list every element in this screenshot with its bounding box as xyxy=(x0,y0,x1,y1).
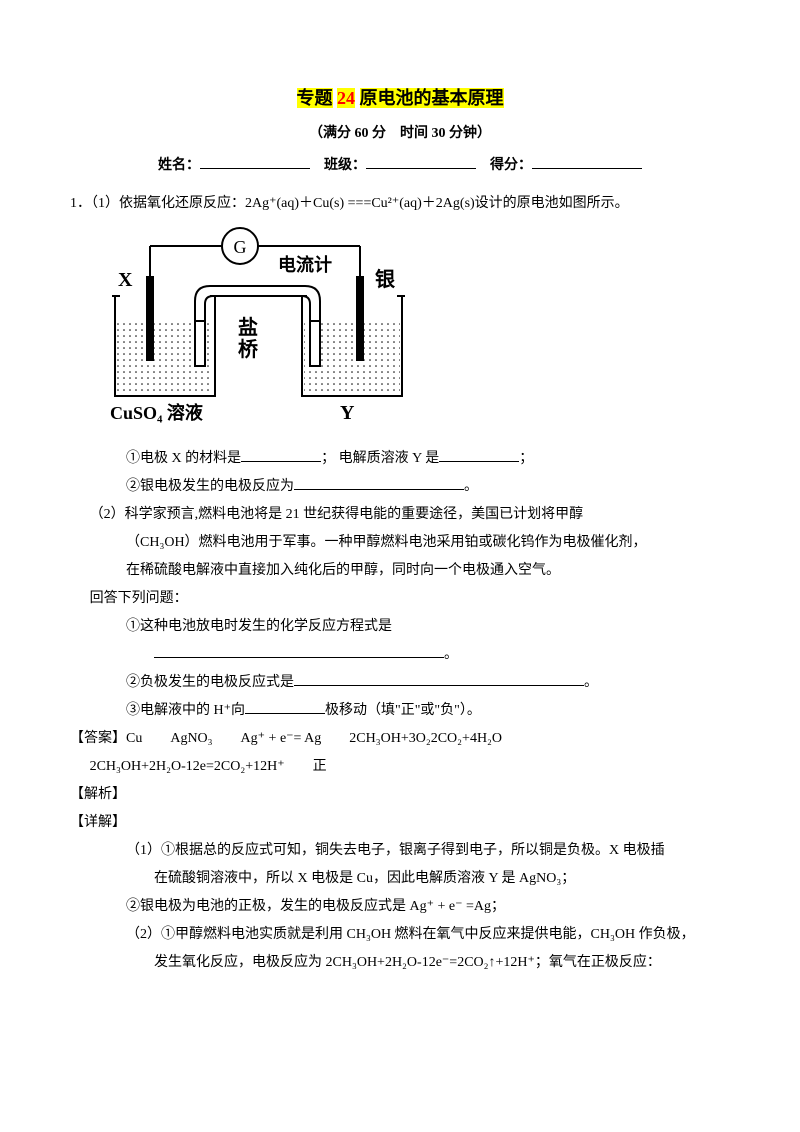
svg-text:桥: 桥 xyxy=(238,338,259,361)
name-blank xyxy=(200,154,310,169)
q1-sub1c: ； xyxy=(519,451,533,466)
title-hl1: 专题 xyxy=(297,88,333,108)
q2-1: ①这种电池放电时发生的化学反应方程式是 xyxy=(70,613,730,641)
q1-sub2b: 。 xyxy=(464,479,478,494)
blank xyxy=(245,699,325,714)
q2-3b: 极移动（填"正"或"负"）。 xyxy=(325,703,481,718)
detail-2: ②银电极为电池的正极，发生的电极反应式是 Ag⁺ + e⁻ =Ag； xyxy=(70,893,730,921)
bridge-label: 盐 xyxy=(238,316,258,339)
score-label: 得分： xyxy=(490,158,532,173)
answer-text2: 2CH₃OH+2H₂O-12e=2CO₂+12H⁺ 正 xyxy=(70,753,730,781)
q1-part2b: （CH₃OH）燃料电池用于军事。一种甲醇燃料电池采用铂或碳化钨作为电极催化剂， xyxy=(70,529,730,557)
subtitle: （满分 60 分 时间 30 分钟） xyxy=(70,120,730,148)
analysis-label: 【解析】 xyxy=(70,781,730,809)
class-label: 班级： xyxy=(324,158,366,173)
detail-label: 【详解】 xyxy=(70,809,730,837)
blank xyxy=(294,671,584,686)
cuso4-label: CuSO₄ 溶液 xyxy=(110,402,204,423)
q1-stem: 1．（1）依据氧化还原反应：2Ag⁺(aq)＋Cu(s) ===Cu²⁺(aq)… xyxy=(70,190,730,218)
q2-2b: 。 xyxy=(584,675,598,690)
q1-sub1b: ； 电解质溶液 Y 是 xyxy=(321,451,439,466)
blank xyxy=(241,447,321,462)
x-label: X xyxy=(118,269,133,291)
detail-3b: 发生氧化反应，电极反应为 2CH₃OH+2H₂O-12e⁻=2CO₂↑+12H⁺… xyxy=(70,949,730,977)
title-num: 24 xyxy=(337,88,355,108)
detail-1b: 在硫酸铜溶液中，所以 X 电极是 Cu，因此电解质溶液 Y 是 AgNO₃； xyxy=(70,865,730,893)
score-blank xyxy=(532,154,642,169)
answer-questions-label: 回答下列问题： xyxy=(70,585,730,613)
answer-block: 【答案】Cu AgNO₃ Ag⁺ + e⁻= Ag 2CH₃OH+3O₂2CO₂… xyxy=(70,725,730,753)
ammeter-label: 电流计 xyxy=(278,254,332,275)
student-info-row: 姓名： 班级： 得分： xyxy=(70,152,730,180)
q1-sub1a: ①电极 X 的材料是 xyxy=(126,451,241,466)
q1-sub2a: ②银电极发生的电极反应为 xyxy=(126,479,294,494)
meter-label: G xyxy=(234,237,247,257)
name-label: 姓名： xyxy=(158,158,200,173)
blank xyxy=(294,475,464,490)
circuit-diagram: G 电流计 X 银 盐 xyxy=(110,226,730,437)
detail-3: （2）①甲醇燃料电池实质就是利用 CH₃OH 燃料在氧气中反应来提供电能，CH₃… xyxy=(70,921,730,949)
q2-1-blank: 。 xyxy=(70,641,730,669)
answer-text1: Cu AgNO₃ Ag⁺ + e⁻= Ag 2CH₃OH+3O₂2CO₂+4H₂… xyxy=(126,731,502,746)
q2-3a: ③电解液中的 H⁺向 xyxy=(126,703,245,718)
page-title: 专题 24 原电池的基本原理 xyxy=(70,80,730,116)
q2-2a: ②负极发生的电极反应式是 xyxy=(126,675,294,690)
q1-part2: （2）科学家预言,燃料电池将是 21 世纪获得电能的重要途径，美国已计划将甲醇 xyxy=(70,501,730,529)
silver-label: 银 xyxy=(375,267,396,291)
class-blank xyxy=(366,154,476,169)
q1-part2c: 在稀硫酸电解液中直接加入纯化后的甲醇，同时向一个电极通入空气。 xyxy=(70,557,730,585)
q1-sub2: ②银电极发生的电极反应为 。 xyxy=(70,473,730,501)
q2-2: ②负极发生的电极反应式是 。 xyxy=(70,669,730,697)
q1-sub1: ①电极 X 的材料是 ； 电解质溶液 Y 是 ； xyxy=(70,445,730,473)
blank xyxy=(439,447,519,462)
title-hl2: 原电池的基本原理 xyxy=(360,88,504,108)
y-label: Y xyxy=(340,402,355,424)
detail-1: （1）①根据总的反应式可知，铜失去电子，银离子得到电子，所以铜是负极。X 电极插 xyxy=(70,837,730,865)
answer-label: 【答案】 xyxy=(70,731,126,746)
q2-3: ③电解液中的 H⁺向 极移动（填"正"或"负"）。 xyxy=(70,697,730,725)
